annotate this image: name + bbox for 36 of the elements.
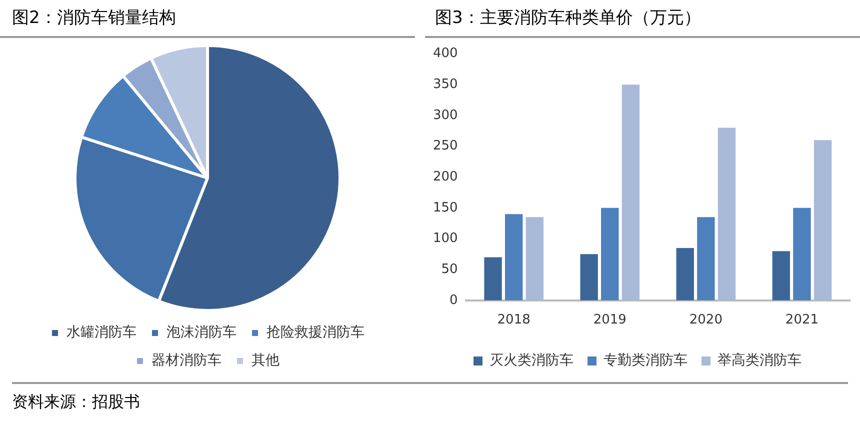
y-tick-label: 100 [432, 231, 458, 246]
y-tick-label: 150 [432, 200, 458, 216]
bar [772, 251, 790, 300]
legend-label: 泡沫消防车 [166, 324, 236, 341]
x-tick-label: 2021 [785, 312, 819, 328]
legend-label: 专勤类消防车 [604, 352, 688, 369]
chart-title: 图2：消防车销量结构 [0, 0, 415, 38]
y-tick-label: 300 [432, 108, 458, 123]
legend-label: 抢险救援消防车 [266, 324, 364, 341]
y-tick-label: 350 [432, 77, 458, 92]
legend-label: 水罐消防车 [66, 324, 136, 341]
chart-title: 图3：主要消防车种类单价（万元） [425, 0, 860, 38]
y-tick-label: 200 [432, 169, 458, 184]
y-tick-label: 400 [432, 46, 458, 62]
legend-label: 举高类消防车 [718, 352, 802, 369]
bar [526, 217, 544, 300]
bar [814, 140, 832, 300]
bar [622, 84, 640, 300]
bar [697, 217, 715, 300]
bar [484, 257, 502, 300]
y-tick-label: 50 [441, 262, 458, 277]
text: 资料来源：招股书 [12, 382, 848, 413]
legend-label: 灭火类消防车 [490, 352, 574, 369]
bar [504, 214, 523, 300]
bar [676, 248, 694, 300]
y-tick-label: 250 [432, 138, 458, 154]
bar [793, 208, 811, 300]
x-tick-label: 2020 [689, 312, 722, 328]
bar [580, 254, 598, 300]
legend-label: 其他 [252, 352, 280, 369]
x-tick-label: 2019 [593, 312, 626, 328]
bar [601, 208, 619, 300]
bar [718, 128, 736, 300]
legend-label: 器材消防车 [152, 352, 222, 369]
x-tick-label: 2018 [497, 312, 530, 328]
y-tick-label: 0 [450, 292, 458, 308]
